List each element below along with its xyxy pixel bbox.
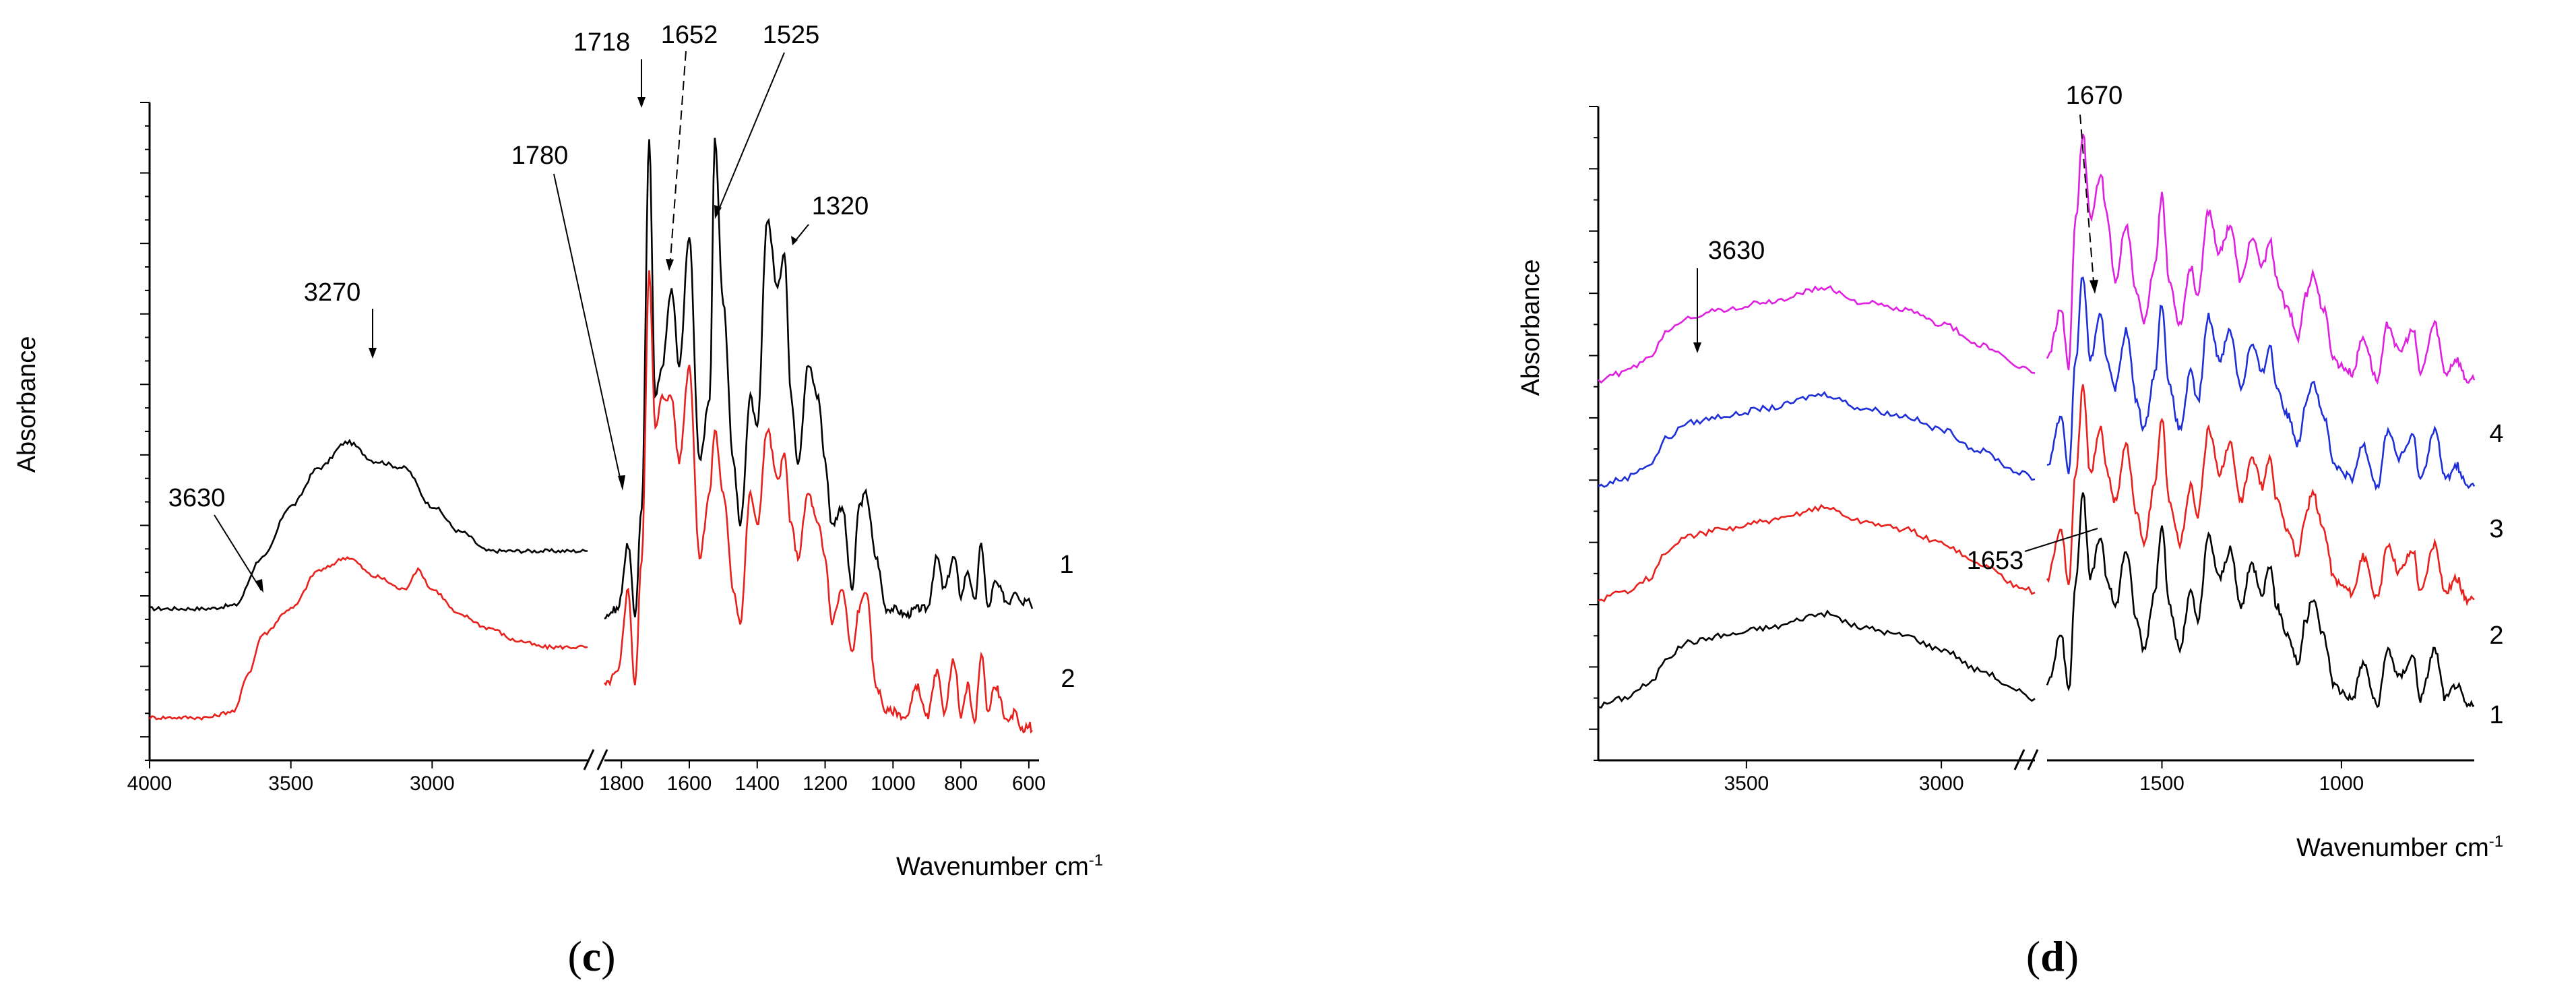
panel-c-tag: (c) (567, 932, 615, 980)
x-tick-label: 4000 (127, 772, 172, 795)
x-tick-label: 600 (1012, 772, 1046, 795)
panel-d-series-1-low-range (2046, 492, 2475, 708)
panel-d-annotations: 3630 1670 1653 (1693, 82, 2123, 575)
panel-d: Absorbance 3500 3000 1500 1000 3630 1670 16… (1517, 82, 2504, 980)
panel-d-series-label-4: 4 (2489, 420, 2503, 448)
x-tick-label: 1800 (599, 772, 644, 795)
annotation-1670: 1670 (2066, 82, 2123, 110)
panel-c: Absorbance 4000 3500 3000 1800 1600 1400 1200 1… (13, 21, 1103, 980)
panel-d-series-label-3: 3 (2489, 515, 2503, 543)
panel-c-ylabel: Absorbance (13, 336, 41, 473)
panel-d-series-2-low-range (2046, 384, 2475, 607)
panel-c-y-ticks (140, 102, 150, 761)
panel-c-axis-break (583, 749, 608, 770)
x-tick-label: 3000 (1919, 772, 1964, 795)
annotation-1525: 1525 (763, 21, 820, 49)
panel-c-series-2-low-range (603, 270, 1033, 734)
annotation-1653: 1653 (1967, 547, 2024, 575)
panel-c-series-1-low-range (604, 138, 1034, 619)
x-tick-label: 1000 (871, 772, 916, 795)
panel-d-axis-break (2013, 749, 2039, 770)
x-tick-label: 3500 (268, 772, 313, 795)
annotation-1320: 1320 (812, 192, 869, 220)
panel-c-series-2-high-range (149, 556, 588, 721)
x-tick-label: 1000 (2319, 772, 2364, 795)
panel-d-series-3-low-range (2046, 276, 2476, 491)
panel-d-series-4-high-range (1598, 284, 2036, 384)
panel-d-y-ticks (1589, 106, 1598, 761)
x-tick-label: 1500 (2139, 772, 2185, 795)
panel-c-series-label-2: 2 (1061, 665, 1075, 693)
panel-d-series (1598, 133, 2476, 709)
annotation-1652: 1652 (661, 21, 718, 49)
annotation-d-3630: 3630 (1708, 237, 1765, 265)
panel-d-series-1-high-range (1598, 609, 2036, 709)
panel-c-xlabel: Wavenumber cm-1 (896, 851, 1103, 881)
panel-d-series-label-1: 1 (2489, 701, 2503, 729)
x-tick-label: 1400 (734, 772, 780, 795)
panel-c-series-1-high-range (149, 439, 588, 612)
panel-d-series-4-low-range (2046, 133, 2476, 385)
x-tick-label: 1600 (667, 772, 712, 795)
x-tick-label: 3500 (1724, 772, 1769, 795)
annotation-1780: 1780 (511, 142, 569, 170)
panel-d-axes (1597, 107, 2474, 770)
panel-c-series (149, 138, 1034, 734)
panel-c-series-label-1: 1 (1059, 551, 1073, 579)
panel-d-ylabel: Absorbance (1517, 260, 1545, 396)
panel-d-x-ticks: 3500 3000 1500 1000 (1724, 760, 2364, 795)
panel-c-x-ticks: 4000 3500 3000 1800 1600 1400 1200 1000 800 600 (127, 760, 1046, 795)
x-tick-label: 800 (944, 772, 978, 795)
panel-c-annotations: 3270 3630 1780 1718 1652 1525 1320 (168, 21, 869, 593)
annotation-3270: 3270 (304, 278, 361, 307)
panel-d-series-label-2: 2 (2489, 621, 2503, 650)
x-tick-label: 1200 (803, 772, 848, 795)
panel-d-xlabel: Wavenumber cm-1 (2296, 832, 2503, 862)
annotation-c-3630: 3630 (168, 484, 226, 512)
panel-d-tag: (d) (2026, 932, 2079, 980)
x-tick-label: 3000 (410, 772, 455, 795)
panel-d-series-3-high-range (1598, 391, 2036, 488)
annotation-1718: 1718 (573, 28, 631, 57)
panel-d-series-2-high-range (1598, 504, 2036, 603)
